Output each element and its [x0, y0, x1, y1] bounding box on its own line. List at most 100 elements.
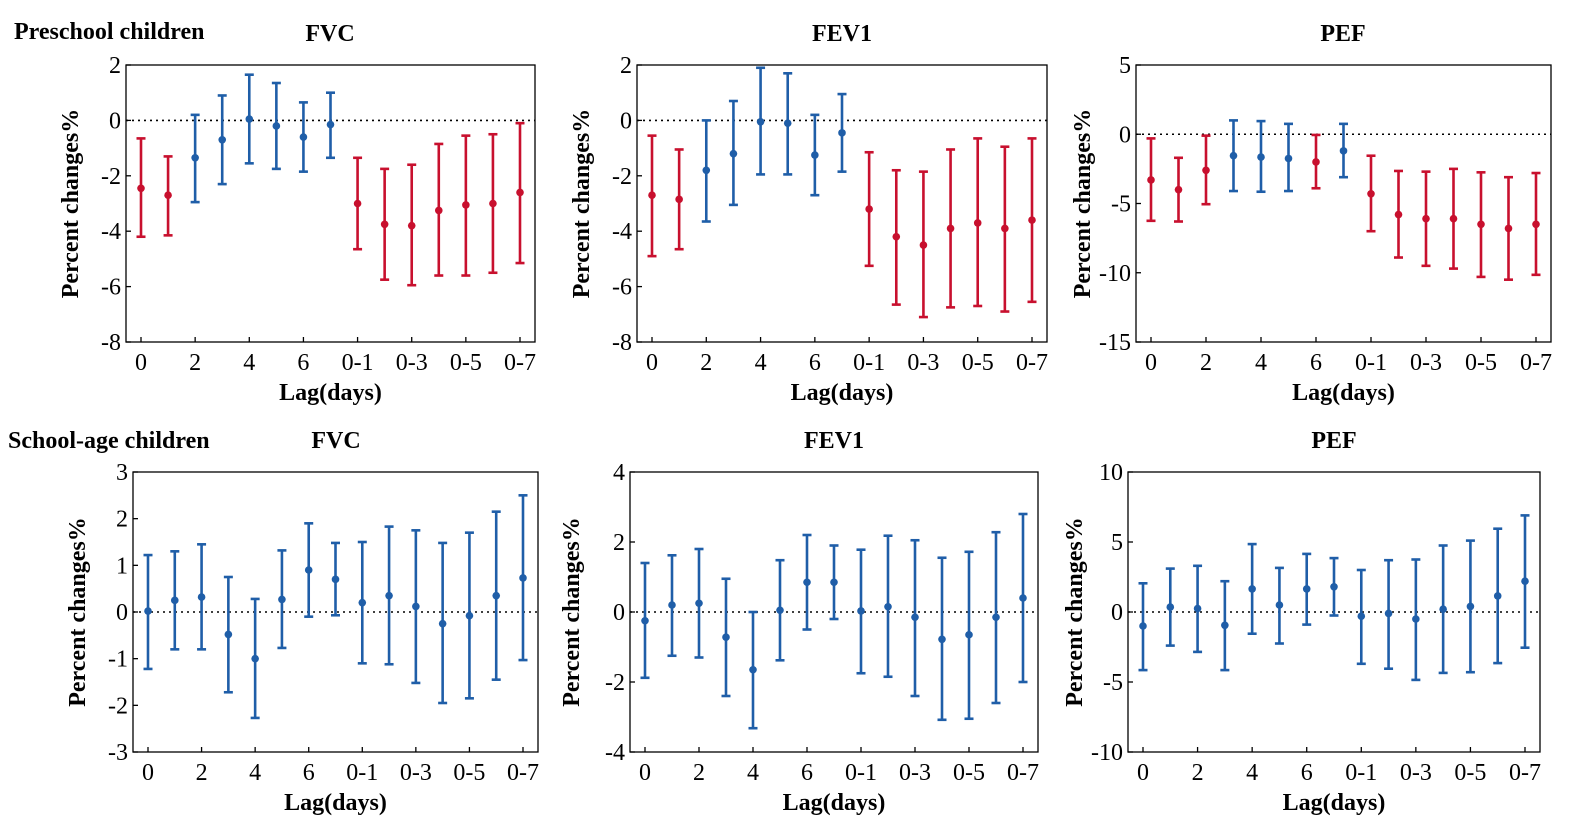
sch-fvc-point — [519, 574, 527, 582]
sch-fvc-ytick-label: -2 — [108, 693, 128, 719]
sch-fev1-title: FEV1 — [804, 428, 864, 454]
pre-pef-point — [1257, 153, 1265, 161]
sch-pef-point — [1139, 622, 1147, 630]
sch-fvc-point — [170, 596, 179, 605]
sch-fev1-point — [857, 607, 865, 615]
pre-fvc-ytick-label: -4 — [101, 219, 121, 245]
sch-fvc-xtick-label: 4 — [249, 760, 261, 786]
pre-fvc-point — [380, 220, 389, 229]
sch-pef-xlabel: Lag(days) — [1283, 790, 1386, 816]
pre-fev1-ytick-label: -2 — [612, 164, 632, 190]
pre-pef-xtick-label: 0 — [1145, 350, 1157, 376]
sch-pef-xtick-label: 0 — [1137, 760, 1149, 786]
pre-fev1-point — [1001, 224, 1009, 233]
pre-pef-point — [1174, 185, 1183, 194]
pre-fvc-xtick-label: 0-7 — [504, 350, 536, 376]
sch-fev1-point — [668, 601, 676, 609]
pre-fvc-point — [326, 120, 335, 129]
sch-pef-point — [1493, 592, 1502, 600]
sch-pef-point — [1466, 602, 1475, 611]
pre-fev1-axes-frame — [636, 64, 1048, 343]
sch-fev1-point — [884, 602, 892, 611]
pre-fev1-xtick-label: 4 — [755, 350, 767, 376]
pre-pef-point — [1339, 147, 1348, 155]
sch-fev1-xtick-label: 0 — [639, 760, 651, 786]
pre-fvc-ytick-label: 2 — [109, 53, 121, 79]
sch-fvc-point — [224, 630, 233, 639]
sch-fvc-point — [278, 595, 286, 604]
pre-fvc-point — [245, 115, 254, 123]
sch-pef-ytick-label: -5 — [1103, 670, 1123, 696]
pre-fvc-point — [272, 122, 281, 130]
pre-pef-point — [1284, 154, 1293, 163]
pre-fvc-point — [218, 135, 227, 144]
chart-school-age-fev1: 4 2 0 -2 -4 0 2 4 6 0-1 0-3 0-5 0-7 FEV1 Lag(days) Perc… — [559, 428, 1039, 816]
pre-fev1-point — [702, 166, 711, 175]
sch-pef-ytick-label: 5 — [1111, 530, 1123, 556]
sch-fev1-xtick-label: 2 — [693, 760, 705, 786]
pre-fvc-point — [191, 153, 199, 162]
pre-fev1-point — [919, 241, 928, 249]
pre-fev1-xtick-label: 0-7 — [1016, 350, 1048, 376]
pre-pef-ytick-label: -5 — [1111, 192, 1131, 218]
sch-fev1-point — [641, 616, 649, 625]
chart-preschool-fvc: 2 0 -2 -4 -6 -8 0 2 4 6 0-1 0-3 0-5 0-7 FVC Lag(days) Pe… — [58, 21, 536, 406]
pre-pef-xlabel: Lag(days) — [1292, 380, 1395, 406]
pre-pef-xtick-label: 0-3 — [1410, 350, 1442, 376]
pre-pef-point — [1367, 190, 1375, 198]
sch-fvc-point — [331, 575, 340, 584]
pre-fvc-xtick-label: 0-1 — [342, 350, 374, 376]
sch-pef-xtick-label: 2 — [1192, 760, 1204, 786]
sch-pef-point — [1221, 621, 1229, 630]
sch-fev1-point — [938, 635, 946, 644]
sch-fev1-xtick-label: 0-5 — [953, 760, 985, 786]
sch-fvc-point — [251, 654, 259, 663]
sch-fev1-xtick-label: 6 — [801, 760, 813, 786]
sch-fev1-xtick-label: 0-7 — [1007, 760, 1039, 786]
pre-fvc-xtick-label: 4 — [243, 350, 255, 376]
sch-pef-point — [1193, 604, 1202, 613]
sch-pef-xtick-label: 0-7 — [1509, 760, 1541, 786]
sch-fvc-point — [197, 593, 206, 601]
sch-pef-point — [1330, 583, 1338, 591]
sch-fev1-point — [992, 613, 1000, 622]
pre-pef-point — [1422, 214, 1430, 223]
sch-fvc-title: FVC — [311, 428, 360, 454]
pre-fvc-xtick-label: 0-5 — [450, 350, 482, 376]
pre-fev1-point — [783, 119, 792, 127]
sch-pef-ytick-label: 10 — [1099, 460, 1123, 486]
pre-pef-xtick-label: 0-5 — [1465, 350, 1497, 376]
sch-fev1-xtick-label: 0-1 — [845, 760, 877, 786]
pre-pef-point — [1229, 151, 1238, 160]
pre-fev1-point — [675, 195, 683, 204]
pre-fev1-title: FEV1 — [812, 21, 872, 47]
pre-fvc-xtick-label: 0 — [135, 350, 147, 376]
sch-pef-xtick-label: 4 — [1246, 760, 1258, 786]
pre-pef-point — [1504, 224, 1513, 233]
sch-fev1-ytick-label: 0 — [613, 600, 625, 626]
pre-fev1-xlabel: Lag(days) — [791, 380, 894, 406]
pre-pef-point — [1394, 210, 1403, 219]
pre-fev1-point — [729, 149, 738, 158]
sch-fvc-xtick-label: 0-3 — [400, 760, 432, 786]
pre-pef-ytick-label: -10 — [1099, 261, 1131, 287]
sch-fev1-xtick-label: 0-3 — [899, 760, 931, 786]
pre-fvc-title: FVC — [305, 21, 354, 47]
pre-fev1-xtick-label: 0-3 — [907, 350, 939, 376]
sch-fvc-xtick-label: 2 — [196, 760, 208, 786]
sch-fvc-ytick-label: 2 — [116, 507, 128, 533]
sch-fvc-ytick-label: 1 — [116, 553, 128, 579]
sch-fev1-xlabel: Lag(days) — [783, 790, 886, 816]
sch-fev1-ytick-label: 4 — [613, 460, 625, 486]
sch-fvc-point — [492, 591, 501, 600]
sch-pef-point — [1439, 605, 1447, 613]
sch-pef-ytick-label: 0 — [1111, 600, 1123, 626]
pre-pef-ytick-label: 0 — [1119, 122, 1131, 148]
chart-preschool-fev1: 2 0 -2 -4 -6 -8 0 2 4 6 0-1 0-3 0-5 0-7 FEV1 Lag(days) P… — [569, 21, 1048, 406]
sch-fvc-xtick-label: 0-5 — [453, 760, 485, 786]
pre-pef-xtick-label: 0-1 — [1355, 350, 1387, 376]
pre-fvc-ytick-label: -8 — [101, 330, 121, 356]
sch-pef-point — [1166, 603, 1175, 611]
